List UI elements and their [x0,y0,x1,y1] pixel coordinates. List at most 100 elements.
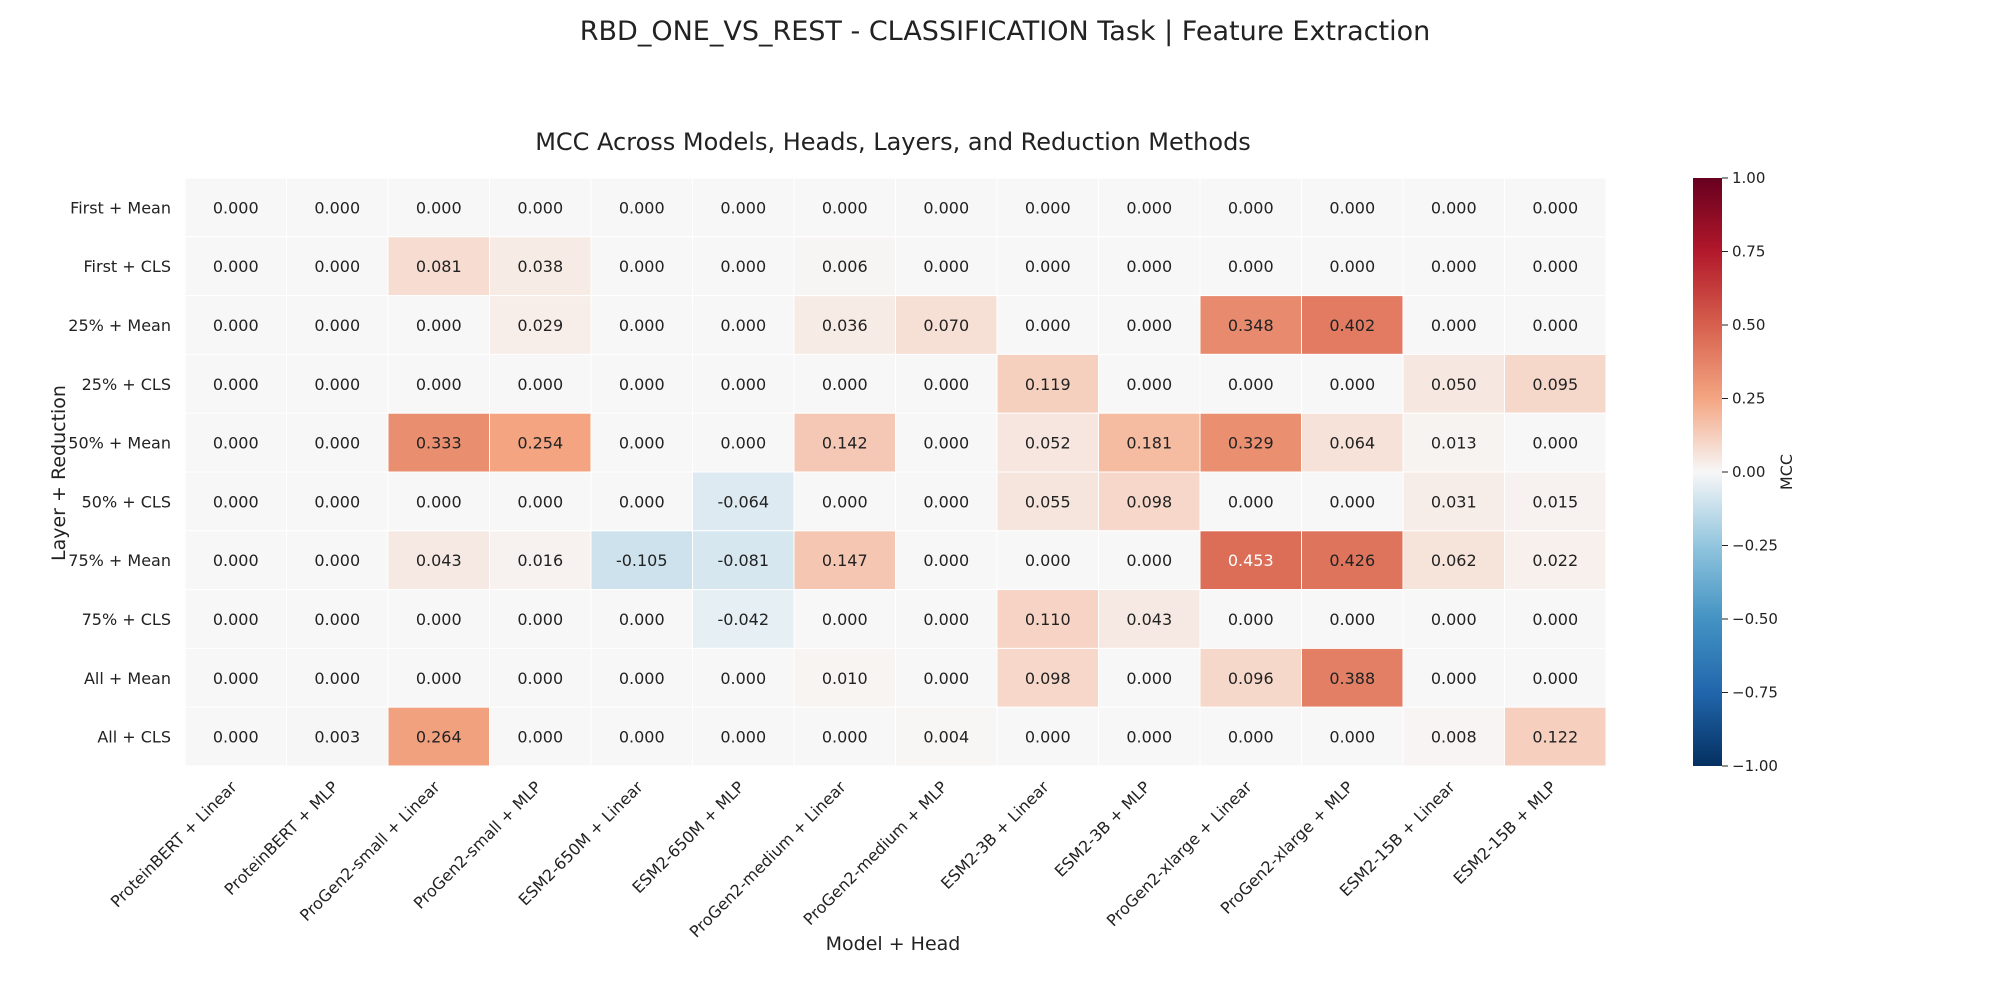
cell-value-label: 0.000 [720,434,766,453]
colorbar-tick-label: 0.25 [1732,390,1765,408]
heatmap-cell [286,706,389,767]
cell-value-label: 0.000 [619,610,665,629]
heatmap-cell [1402,471,1505,532]
heatmap-cell [895,236,998,297]
heatmap-cell [1402,236,1505,297]
heatmap-cell [1301,412,1404,473]
heatmap-cell [286,177,389,238]
heatmap-cell [1301,589,1404,649]
cell-value-label: 0.008 [1431,728,1477,747]
cell-value-label: 0.081 [416,257,462,276]
cell-value-label: 0.110 [1025,610,1071,629]
cell-value-label: 0.095 [1532,375,1578,394]
heatmap-cell [1199,706,1302,767]
heatmap-cell [1301,295,1404,355]
cell-value-label: 0.000 [720,198,766,217]
cell-value-label: 0.000 [1329,610,1375,629]
cell-value-label: 0.000 [416,316,462,335]
y-tick-label: All + CLS [97,728,171,747]
cell-value-label: 0.000 [1228,198,1274,217]
cell-value-label: 0.000 [1431,669,1477,688]
cell-value-label: 0.000 [1025,316,1071,335]
heatmap-cell [184,706,287,767]
cell-value-label: 0.000 [923,610,969,629]
heatmap-cell [1402,353,1505,414]
heatmap-cell [184,353,287,414]
cell-value-label: 0.055 [1025,492,1071,511]
heatmap-cell [286,589,389,649]
colorbar-label: MCC [1777,454,1796,490]
cell-value-label: 0.000 [720,316,766,335]
cell-value-label: 0.000 [314,316,360,335]
heatmap-cell [692,177,795,238]
cell-value-label: 0.119 [1025,375,1071,394]
cell-value-label: 0.000 [517,610,563,629]
heatmap-cell [184,530,287,591]
heatmap-cell [184,177,287,238]
heatmap-cell [1199,530,1302,591]
cell-value-label: 0.000 [923,257,969,276]
heatmap-cell [489,353,592,414]
cell-value-label: 0.000 [720,728,766,747]
heatmap-cell [1199,471,1302,532]
cell-value-label: 0.000 [1329,728,1375,747]
colorbar-tick-label: −0.25 [1732,537,1778,555]
cell-value-label: 0.000 [314,375,360,394]
heatmap-cell [1301,177,1404,238]
y-tick-label: First + CLS [84,257,172,276]
cell-value-label: 0.000 [720,257,766,276]
heatmap-cell [387,236,490,297]
colorbar-tick-label: −0.50 [1732,610,1778,628]
cell-value-label: -0.105 [616,551,668,570]
heatmap-cell [387,706,490,767]
cell-value-label: 0.000 [517,375,563,394]
y-tick-label: 75% + Mean [68,551,171,570]
colorbar-tick-label: 0.00 [1732,463,1765,481]
colorbar-tick-label: 0.50 [1732,316,1765,334]
heatmap-cell [489,589,592,649]
heatmap-cell [1504,471,1607,532]
cell-value-label: 0.013 [1431,434,1477,453]
heatmap-cell [1504,706,1607,767]
cell-value-label: 0.003 [314,728,360,747]
heatmap-cell [1301,647,1404,708]
heatmap-cell [1504,589,1607,649]
heatmap-cell [793,471,896,532]
heatmap-cell [590,412,693,473]
heatmap-cell [387,353,490,414]
heatmap-cell [793,353,896,414]
cell-value-label: 0.000 [517,198,563,217]
heatmap-cell [489,706,592,767]
cell-value-label: 0.388 [1329,669,1375,688]
cell-value-label: 0.000 [213,198,259,217]
x-tick-label: ProteinBERT + MLP [221,777,343,899]
cell-value-label: 0.000 [923,669,969,688]
cell-value-label: 0.329 [1228,434,1274,453]
cell-value-label: 0.000 [1532,669,1578,688]
heatmap-cell [1402,589,1505,649]
heatmap-cell [692,589,795,649]
cell-value-label: 0.000 [1329,375,1375,394]
cell-value-label: 0.016 [517,551,563,570]
heatmap-cell [1504,236,1607,297]
heatmap-cell [895,412,998,473]
cell-value-label: 0.064 [1329,434,1375,453]
x-tick-label: ESM2-3B + Linear [937,777,1053,893]
cell-value-label: 0.000 [314,669,360,688]
cell-value-label: 0.000 [619,669,665,688]
figure-suptitle: RBD_ONE_VS_REST - CLASSIFICATION Task | … [580,16,1430,47]
cell-value-label: 0.004 [923,728,969,747]
cell-value-label: -0.042 [717,610,769,629]
heatmap-cell [996,353,1099,414]
cell-value-label: 0.000 [1329,492,1375,511]
cell-value-label: -0.064 [717,492,769,511]
cell-value-label: 0.000 [1126,316,1172,335]
cell-value-label: 0.000 [822,198,868,217]
cell-value-label: 0.000 [314,551,360,570]
cell-value-label: 0.000 [720,375,766,394]
heatmap-cell [184,589,287,649]
cell-value-label: 0.000 [619,257,665,276]
heatmap-cell [1199,412,1302,473]
cell-value-label: 0.000 [213,728,259,747]
heatmap-cells: 0.000 0.000 0.000 0.000 0.000 0.000 0.000 0.000… [184,177,1607,767]
